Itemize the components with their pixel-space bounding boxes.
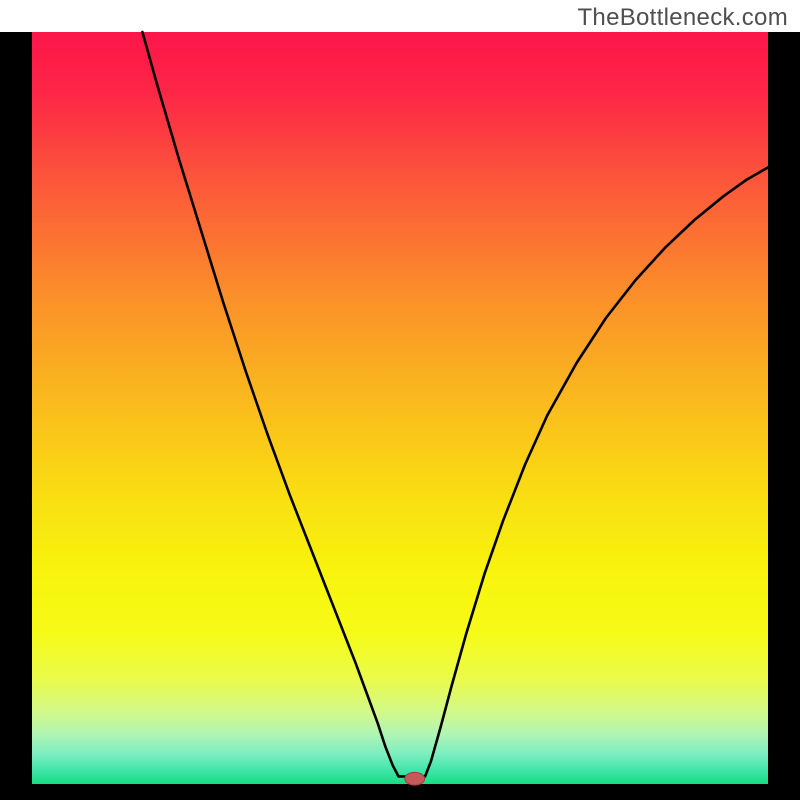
- chart-plot-area: [32, 32, 768, 784]
- watermark-text: TheBottleneck.com: [577, 4, 788, 32]
- chart-stage: TheBottleneck.com: [0, 0, 800, 800]
- optimum-marker: [405, 772, 425, 785]
- bottleneck-chart: [0, 0, 800, 800]
